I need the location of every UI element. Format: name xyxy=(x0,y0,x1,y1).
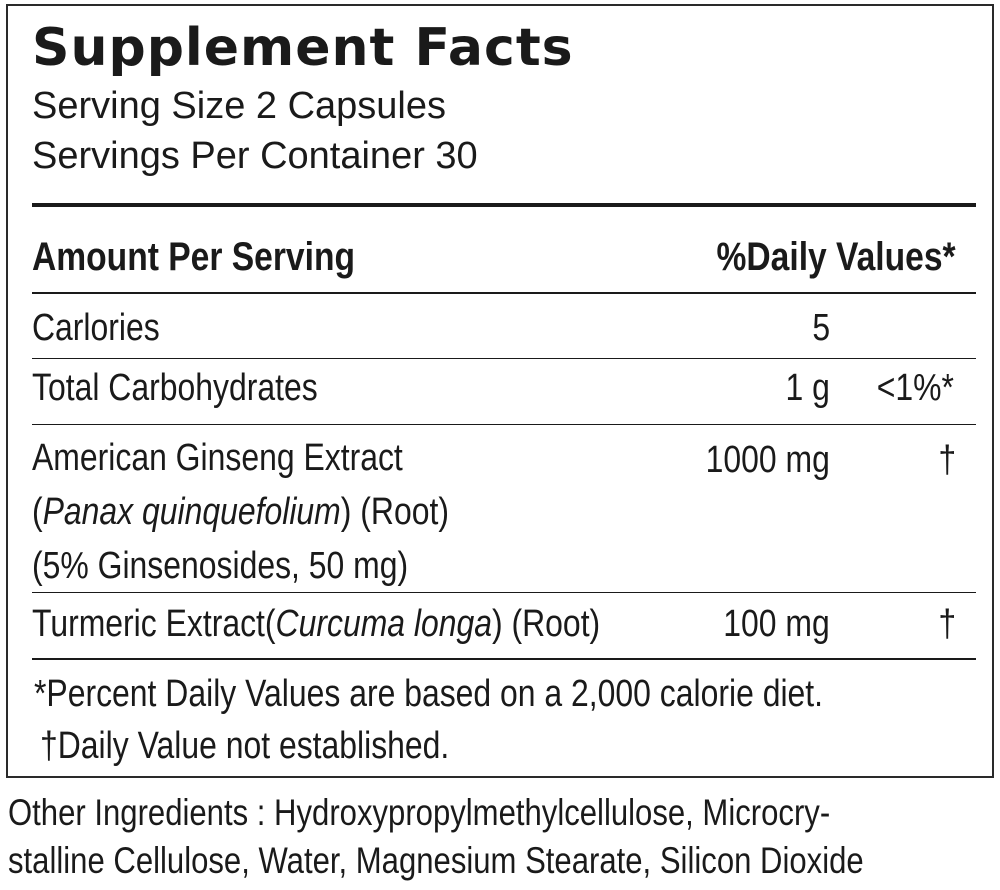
panel-title: Supplement Facts xyxy=(32,18,574,78)
row-amount-calories: 5 xyxy=(812,307,830,349)
row-amount-turmeric: 100 mg xyxy=(723,603,830,645)
thick-divider xyxy=(32,203,976,207)
divider xyxy=(32,358,976,359)
header-daily-values: %Daily Values* xyxy=(716,235,956,279)
row-amount-ginseng: 1000 mg xyxy=(705,439,830,481)
row-dv-carbohydrates: <1%* xyxy=(876,367,954,409)
row-name-ginseng-standardization: (5% Ginsenosides, 50 mg) xyxy=(32,545,409,587)
header-amount-per-serving: Amount Per Serving xyxy=(32,235,355,279)
row-name-ginseng-latin: (Panax quinquefolium) (Root) xyxy=(32,491,449,533)
divider xyxy=(32,292,976,294)
other-ingredients-line2: stalline Cellulose, Water, Magnesium Ste… xyxy=(8,840,864,881)
row-name-carbohydrates: Total Carbohydrates xyxy=(32,367,318,409)
row-name-turmeric: Turmeric Extract(Curcuma longa) (Root) xyxy=(32,603,601,645)
row-dv-ginseng: † xyxy=(938,439,956,481)
serving-size: Serving Size 2 Capsules xyxy=(32,85,446,127)
divider xyxy=(32,592,976,593)
row-dv-turmeric: † xyxy=(938,603,956,645)
footnote-not-established: †Daily Value not established. xyxy=(40,725,450,767)
servings-per-container: Servings Per Container 30 xyxy=(32,135,478,177)
row-amount-carbohydrates: 1 g xyxy=(785,367,830,409)
other-ingredients-line1: Other Ingredients : Hydroxypropylmethylc… xyxy=(8,792,831,833)
row-name-ginseng: American Ginseng Extract xyxy=(32,437,403,479)
divider xyxy=(32,424,976,425)
supplement-facts-panel: Supplement Facts Serving Size 2 Capsules… xyxy=(6,4,994,778)
row-name-calories: Carlories xyxy=(32,307,160,349)
footnote-percent-daily: *Percent Daily Values are based on a 2,0… xyxy=(34,673,824,715)
divider xyxy=(32,658,976,660)
